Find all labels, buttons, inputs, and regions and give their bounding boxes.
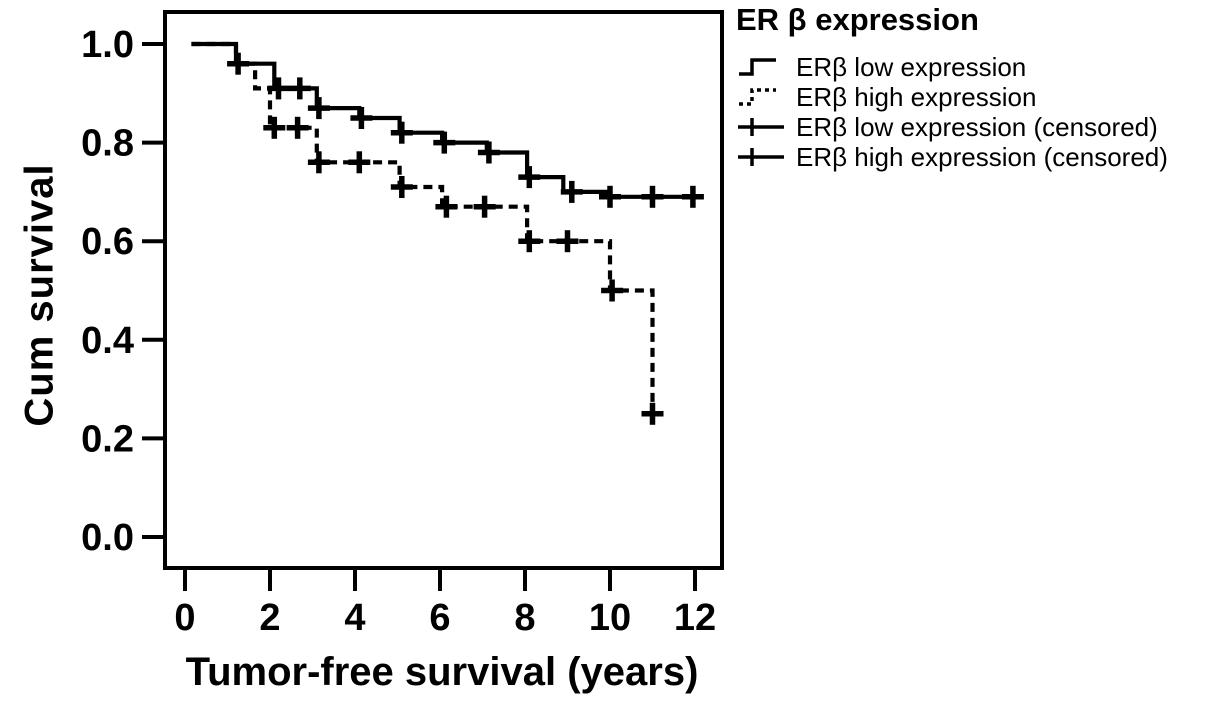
- x-tick-label: 8: [514, 597, 535, 639]
- legend-title: ER β expression: [736, 2, 979, 37]
- curve-solid: [191, 41, 704, 199]
- legend: ER β expression ERβ low expression ERβ h…: [736, 2, 1168, 172]
- legend-label-high: ERβ high expression: [796, 81, 1037, 112]
- y-tick-label: 0.6: [81, 221, 134, 263]
- legend-item-low: ERβ low expression: [736, 52, 1168, 82]
- legend-item-high-censored: ERβ high expression (censored): [736, 142, 1168, 172]
- dashed-step-line-icon: [739, 88, 776, 106]
- censor-mark-solid: [267, 77, 290, 100]
- censor-mark-solid: [288, 77, 311, 100]
- legend-item-high: ERβ high expression: [736, 82, 1168, 112]
- censor-mark-dashed: [601, 279, 624, 302]
- y-tick-label: 0.2: [81, 418, 134, 460]
- x-tick-label: 0: [174, 597, 195, 639]
- censor-mark-dashed: [263, 116, 286, 139]
- y-axis-title: Cum survival: [17, 163, 62, 427]
- x-tick-label: 10: [589, 597, 631, 639]
- y-tick-label: 0.0: [81, 517, 134, 559]
- censor-mark-dashed: [518, 230, 541, 253]
- plot-box: [163, 10, 724, 570]
- censor-mark-dashed: [435, 195, 458, 218]
- solid-step-line-icon: [739, 58, 776, 76]
- censor-mark-solid: [560, 180, 583, 203]
- legend-item-low-censored: ERβ low expression (censored): [736, 112, 1168, 142]
- y-tick-label: 1.0: [81, 24, 134, 66]
- censor-mark-dashed: [286, 116, 309, 139]
- censor-mark-solid: [518, 166, 541, 189]
- legend-label-low-censored: ERβ low expression (censored): [796, 111, 1158, 142]
- censor-mark-solid: [307, 97, 330, 120]
- censor-mark-dashed: [556, 230, 579, 253]
- x-tick-label: 2: [259, 597, 280, 639]
- censor-mark-dashed: [473, 195, 496, 218]
- x-tick-label: 12: [674, 597, 716, 639]
- censor-mark-dashed: [348, 151, 371, 174]
- censor-mark-solid: [350, 107, 373, 129]
- x-tick-label: 6: [429, 597, 450, 639]
- plus-on-line-icon: [738, 148, 784, 166]
- censor-mark-solid: [477, 141, 500, 164]
- legend-label-low: ERβ low expression: [796, 51, 1027, 82]
- plus-on-line-icon: [738, 118, 784, 136]
- censor-mark-solid: [390, 121, 413, 144]
- censor-mark-solid: [641, 185, 664, 208]
- censor-mark-dashed: [307, 151, 330, 174]
- x-tick-label: 4: [344, 597, 365, 639]
- y-tick-label: 0.8: [81, 123, 134, 165]
- y-tick-label: 0.4: [81, 320, 134, 362]
- censor-mark-solid: [681, 185, 704, 208]
- legend-label-high-censored: ERβ high expression (censored): [796, 141, 1168, 172]
- curve-dashed: [191, 41, 655, 409]
- censor-mark-solid: [599, 185, 621, 208]
- censor-mark-dashed: [390, 176, 413, 198]
- censor-mark-solid: [227, 52, 250, 75]
- x-axis-title: Tumor-free survival (years): [185, 650, 699, 694]
- censor-mark-dashed: [641, 402, 664, 425]
- censor-mark-solid: [433, 131, 456, 154]
